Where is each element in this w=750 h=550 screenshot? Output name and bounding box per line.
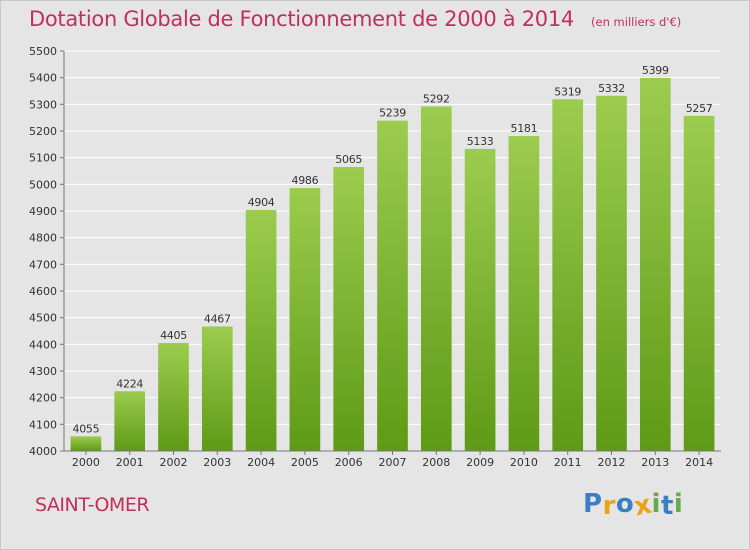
data-label: 5181 — [511, 122, 538, 135]
axis-layer: 4000 4100 4200 4300 4400 4500 4600 4700 4800 4900… — [29, 45, 721, 469]
data-label: 5257 — [686, 102, 713, 115]
y-tick-label: 5500 — [29, 45, 57, 58]
x-tick-label: 2009 — [466, 456, 494, 469]
x-tick-label: 2014 — [685, 456, 713, 469]
x-tick-label: 2002 — [160, 456, 188, 469]
bar — [245, 209, 277, 451]
bar-layer: 4055 4224 4405 4467 4904 4986 5065 5239 5292 5133… — [70, 64, 715, 452]
data-label: 5133 — [467, 135, 494, 148]
y-tick-label: 4800 — [29, 232, 57, 245]
bar — [114, 391, 146, 451]
x-tick-label: 2001 — [116, 456, 144, 469]
data-label: 4904 — [248, 196, 275, 209]
bar — [464, 148, 496, 451]
y-tick-label: 4700 — [29, 258, 57, 271]
proxiti-logo: Proxiti — [583, 489, 684, 522]
x-tick-label: 2005 — [291, 456, 319, 469]
logo-letter: o — [615, 489, 635, 519]
chart-title-row: Dotation Globale de Fonctionnement de 20… — [29, 7, 681, 31]
data-label: 5332 — [598, 82, 625, 95]
bar — [639, 77, 671, 451]
x-tick-label: 2010 — [510, 456, 538, 469]
bar — [596, 95, 627, 452]
x-tick-label: 2007 — [379, 456, 407, 469]
data-label: 5239 — [379, 107, 406, 120]
chart-unit-note: (en milliers d'€) — [591, 15, 682, 29]
data-label: 5399 — [642, 64, 669, 77]
x-tick-label: 2006 — [335, 456, 363, 469]
data-label: 4224 — [116, 377, 143, 390]
logo-letter: i — [673, 489, 684, 519]
x-tick-label: 2011 — [554, 456, 582, 469]
x-tick-label: 2003 — [203, 456, 231, 469]
y-tick-label: 4000 — [29, 445, 57, 458]
data-label: 5319 — [554, 85, 581, 98]
data-label: 5065 — [335, 153, 362, 166]
y-tick-label: 4900 — [29, 205, 57, 218]
bar — [333, 167, 365, 451]
y-tick-label: 5200 — [29, 125, 57, 138]
bar — [289, 188, 321, 452]
x-tick-label: 2000 — [72, 456, 100, 469]
y-tick-label: 4500 — [29, 312, 57, 325]
bar — [158, 343, 189, 451]
y-tick-label: 4300 — [29, 365, 57, 378]
x-tick-label: 2008 — [422, 456, 450, 469]
bar — [377, 120, 408, 451]
y-tick-label: 4200 — [29, 392, 57, 405]
logo-letter: i — [651, 489, 661, 519]
chart-title: Dotation Globale de Fonctionnement de 20… — [29, 7, 574, 31]
y-tick-label: 5000 — [29, 178, 57, 191]
y-tick-label: 5400 — [29, 72, 57, 85]
y-tick-label: 4600 — [29, 285, 57, 298]
y-tick-label: 5100 — [29, 152, 57, 165]
bar — [683, 115, 715, 452]
data-label: 4055 — [73, 422, 100, 435]
commune-name: SAINT-OMER — [35, 494, 150, 516]
y-tick-label: 4100 — [29, 418, 57, 431]
x-tick-label: 2004 — [247, 456, 275, 469]
y-tick-label: 4400 — [29, 338, 57, 351]
bar — [552, 99, 584, 452]
bar — [508, 136, 540, 452]
bar — [70, 436, 102, 451]
data-label: 4405 — [160, 329, 187, 342]
x-tick-label: 2012 — [598, 456, 626, 469]
data-label: 4986 — [292, 174, 319, 187]
data-label: 5292 — [423, 92, 450, 105]
logo-letter: r — [602, 491, 616, 521]
logo-letter: P — [583, 489, 603, 519]
logo-letter: t — [660, 491, 674, 521]
data-label: 4467 — [204, 312, 231, 325]
bar — [420, 106, 452, 451]
x-tick-label: 2013 — [641, 456, 669, 469]
y-tick-label: 5300 — [29, 98, 57, 111]
bar — [201, 326, 233, 451]
